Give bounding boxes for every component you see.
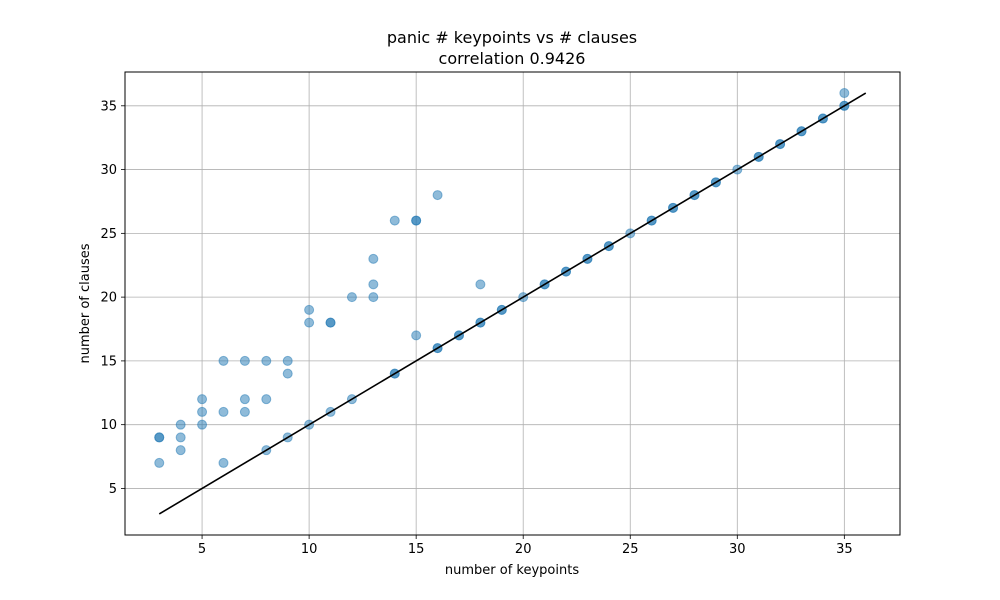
x-tick-label: 5 (198, 542, 206, 557)
scatter-point (175, 432, 186, 443)
y-tick-label: 5 (109, 482, 117, 497)
scatter-point (368, 292, 379, 303)
scatter-point (432, 190, 443, 201)
scatter-point (304, 317, 315, 328)
scatter-point (368, 253, 379, 264)
scatter-point (197, 406, 208, 417)
x-tick-label: 15 (408, 542, 425, 557)
scatter-point (282, 368, 293, 379)
chart-title: panic # keypoints vs # clauses (387, 28, 637, 47)
grid-lines (125, 72, 900, 535)
scatter-point (368, 279, 379, 290)
y-axis-label: number of clauses (78, 243, 93, 363)
x-tick-label: 25 (622, 542, 639, 557)
scatter-point (218, 406, 229, 417)
scatter-point (475, 279, 486, 290)
fit-line-group (158, 92, 867, 515)
scatter-point (282, 355, 293, 366)
x-tick-label: 35 (836, 542, 853, 557)
scatter-point (411, 215, 422, 226)
y-tick-label: 15 (100, 354, 117, 369)
scatter-point (154, 432, 165, 443)
x-tick-label: 10 (301, 542, 318, 557)
scatter-point (239, 355, 250, 366)
scatter-point (261, 355, 272, 366)
scatter-point (389, 215, 400, 226)
x-axis-label: number of keypoints (445, 563, 579, 578)
scatter-point (239, 406, 250, 417)
data-points (154, 88, 850, 468)
scatter-point (175, 445, 186, 456)
x-axis-ticks: 5 10 15 20 25 30 35 (198, 535, 853, 557)
y-tick-label: 35 (100, 99, 117, 114)
y-tick-label: 25 (100, 227, 117, 242)
scatter-point (239, 394, 250, 405)
scatter-point (197, 394, 208, 405)
scatter-point (304, 304, 315, 315)
scatter-point (411, 330, 422, 341)
chart-subtitle: correlation 0.9426 (439, 49, 586, 68)
scatter-point (175, 419, 186, 430)
plot-area-frame (124, 71, 901, 536)
scatter-point (261, 394, 272, 405)
x-tick-label: 30 (729, 542, 746, 557)
y-axis-ticks: 5 10 15 20 25 30 35 (100, 99, 125, 497)
scatter-point (197, 419, 208, 430)
y-tick-label: 10 (100, 418, 117, 433)
scatter-point (154, 457, 165, 468)
scatter-point (839, 88, 850, 99)
y-tick-label: 20 (100, 291, 117, 306)
scatter-point (218, 457, 229, 468)
scatter-point (346, 292, 357, 303)
fit-line (158, 92, 867, 515)
x-tick-label: 20 (515, 542, 532, 557)
scatter-point (218, 355, 229, 366)
scatter-point (325, 317, 336, 328)
y-tick-label: 30 (100, 163, 117, 178)
